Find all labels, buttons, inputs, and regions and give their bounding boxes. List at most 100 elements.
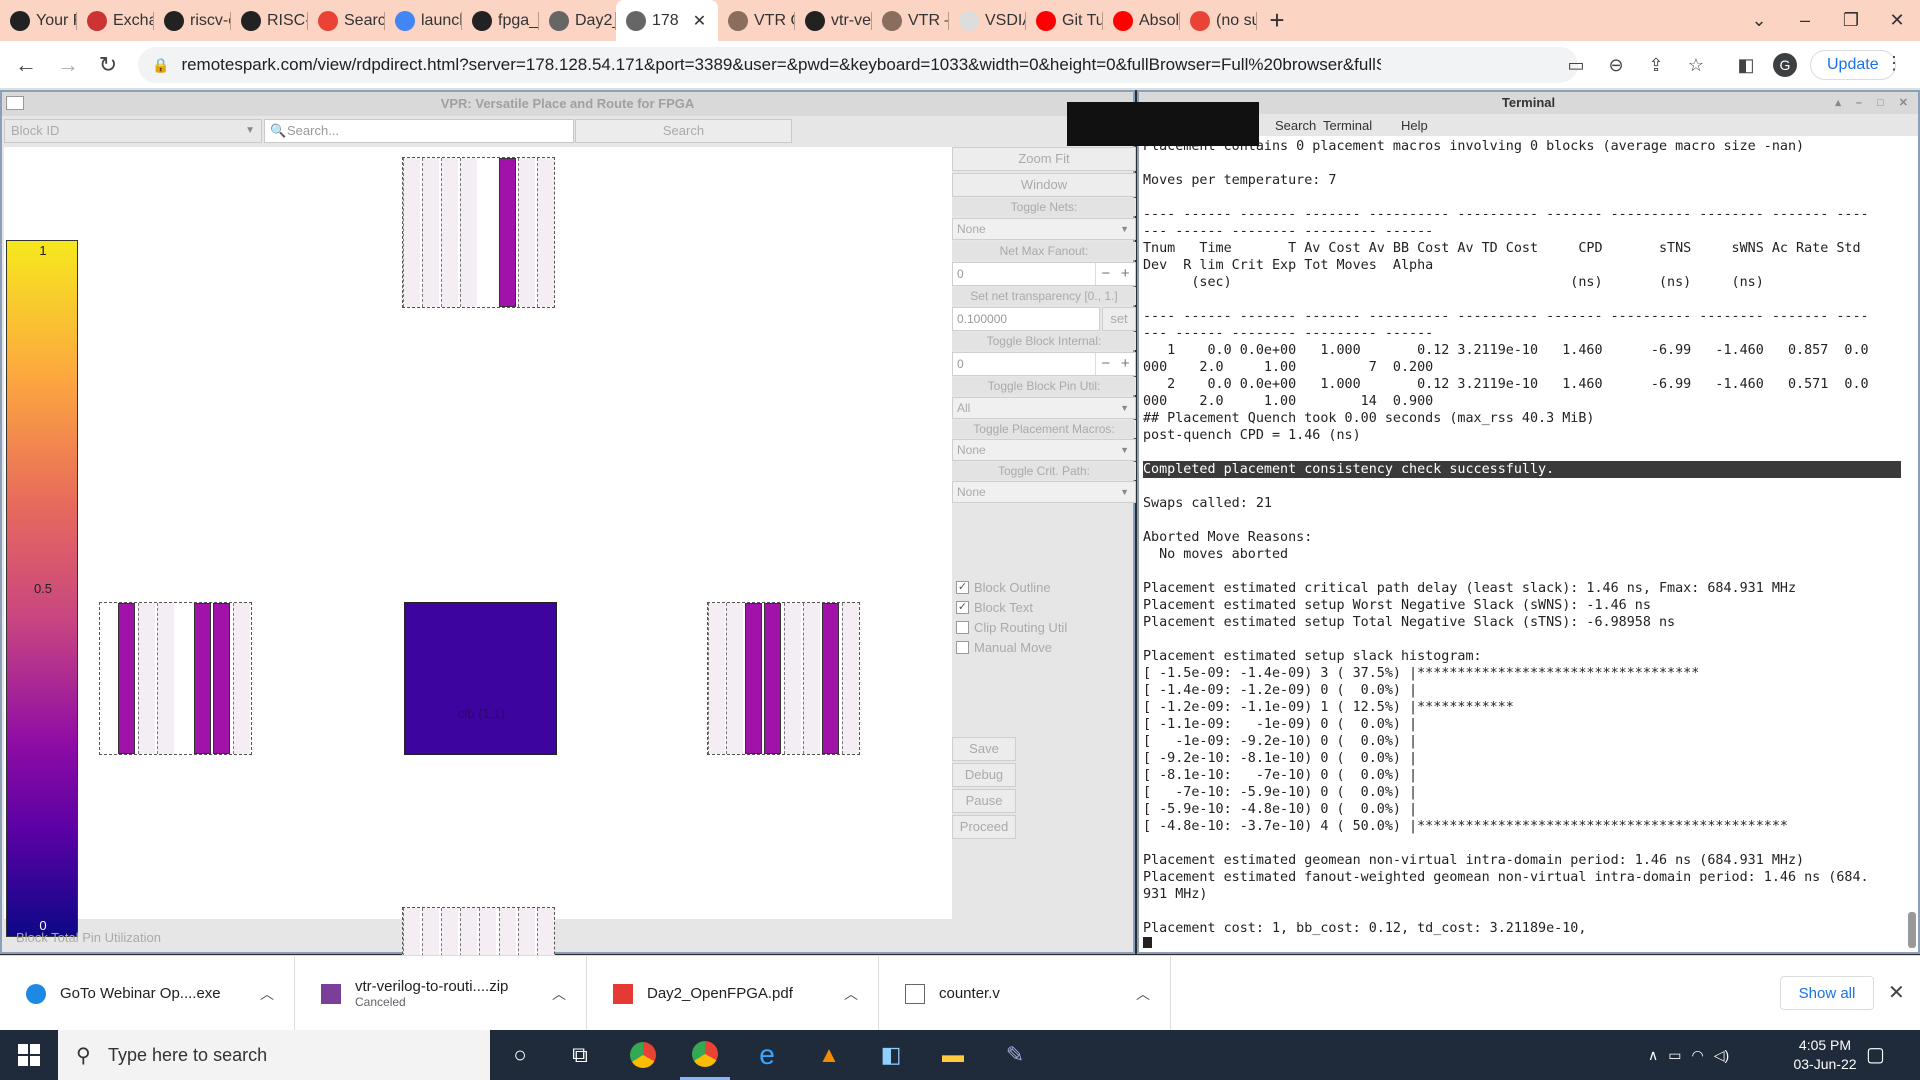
download-item[interactable]: Day2_OpenFPGA.pdf ︿ <box>587 956 879 1031</box>
io-block-left[interactable] <box>99 602 252 755</box>
set-button[interactable]: set <box>1102 307 1136 331</box>
back-icon[interactable]: ← <box>15 52 37 77</box>
block-text-checkbox[interactable]: ✓ Block Text <box>956 600 1033 615</box>
lock-icon[interactable]: 🔒 <box>152 56 170 73</box>
chrome-profile-icon[interactable] <box>680 1030 730 1080</box>
chevron-up-icon[interactable]: ︿ <box>1136 985 1150 1002</box>
notifications-icon[interactable]: ▢ <box>1866 1044 1885 1066</box>
chevron-up-icon[interactable]: ︿ <box>844 985 858 1002</box>
browser-tab[interactable]: VTR — <box>872 0 949 41</box>
new-tab-icon[interactable]: + <box>1269 5 1285 35</box>
manual-move-checkbox[interactable]: Manual Move <box>956 640 1052 655</box>
browser-tab[interactable]: launch <box>385 0 462 41</box>
forward-icon[interactable]: → <box>57 52 79 77</box>
close-tab-icon[interactable]: ✕ <box>692 12 707 30</box>
vlc-icon[interactable]: ▲ <box>818 1042 840 1067</box>
browser-tab[interactable]: Your Re <box>0 0 77 41</box>
browser-tab[interactable]: riscv-cp <box>154 0 231 41</box>
menu-search[interactable]: Search <box>1275 118 1317 133</box>
block-id-dropdown[interactable]: Block ID ▼ <box>4 119 262 143</box>
clock[interactable]: 4:05 PM 03-Jun-22 <box>1780 1036 1870 1074</box>
share-icon[interactable]: ⇪ <box>1648 54 1664 75</box>
menu-help[interactable]: Help <box>1401 118 1428 133</box>
plus-icon[interactable]: + <box>1120 265 1130 282</box>
block-internal-stepper[interactable]: 0 − + <box>952 352 1136 376</box>
io-block-right[interactable] <box>707 602 860 755</box>
tab-search-icon[interactable]: ⌄ <box>1751 10 1767 30</box>
cortana-icon[interactable]: ○ <box>513 1042 527 1067</box>
browser-tab[interactable]: Search <box>308 0 385 41</box>
browser-tab[interactable]: fpga_w <box>462 0 539 41</box>
update-button[interactable]: Update <box>1810 50 1896 80</box>
search-button[interactable]: Search <box>575 119 792 143</box>
toggle-nets-dropdown[interactable]: None ▼ <box>952 218 1136 240</box>
minus-icon[interactable]: − <box>1101 355 1111 372</box>
browser-tab[interactable]: RISC-V <box>231 0 308 41</box>
browser-tab[interactable]: Day2_C <box>539 0 616 41</box>
zoom-icon[interactable]: ⊖ <box>1608 54 1624 75</box>
download-item[interactable]: GoTo Webinar Op....exe ︿ <box>0 956 295 1031</box>
browser-tab[interactable]: Git Tut <box>1026 0 1103 41</box>
chevron-up-icon[interactable]: ︿ <box>552 985 566 1002</box>
pause-button[interactable]: Pause <box>952 789 1016 813</box>
chrome-icon[interactable] <box>618 1030 668 1080</box>
file-explorer-icon[interactable]: ▬ <box>942 1042 964 1067</box>
side-panel-icon[interactable]: ◧ <box>1737 54 1755 75</box>
menu-icon[interactable]: ⋮ <box>1885 53 1903 73</box>
address-bar[interactable]: 🔒 remotespark.com/view/rdpdirect.html?se… <box>138 47 1578 83</box>
menu-terminal[interactable]: Terminal <box>1323 118 1373 133</box>
windows-start-icon[interactable] <box>0 1030 58 1080</box>
clb-block[interactable]: clb (1,1) <box>404 602 557 755</box>
plus-icon[interactable]: + <box>1120 355 1130 372</box>
paint-icon[interactable]: ✎ <box>1005 1042 1025 1067</box>
browser-tab[interactable]: vtr-veri <box>795 0 872 41</box>
browser-tab[interactable]: (no sub <box>1180 0 1257 41</box>
placement-macros-dropdown[interactable]: None ▼ <box>952 439 1136 461</box>
chevron-up-icon[interactable]: ︿ <box>260 985 274 1002</box>
block-pin-util-dropdown[interactable]: All ▼ <box>952 397 1136 419</box>
io-block-top[interactable] <box>402 157 555 308</box>
browser-tab[interactable]: VTR Qu <box>718 0 795 41</box>
window-controls-icon[interactable]: ▴ – □ ✕ <box>1835 97 1914 109</box>
fpga-canvas[interactable]: 1 0.5 0 <box>4 147 952 1058</box>
edge-icon[interactable]: e <box>759 1039 775 1070</box>
reload-icon[interactable]: ↻ <box>98 52 118 77</box>
close-icon[interactable]: ✕ <box>1888 982 1905 1004</box>
chevron-up-icon[interactable]: ∧ <box>1648 1046 1659 1063</box>
volume-icon[interactable]: ◁) <box>1713 1046 1730 1063</box>
install-icon[interactable]: ▭ <box>1567 54 1585 75</box>
taskbar-search-input[interactable]: ⚲ Type here to search <box>58 1030 490 1080</box>
crit-path-dropdown[interactable]: None ▼ <box>952 481 1136 503</box>
proceed-button[interactable]: Proceed <box>952 815 1016 839</box>
browser-tab[interactable]: 178 ✕ <box>616 0 718 41</box>
battery-icon[interactable]: ▭ <box>1668 1046 1682 1063</box>
profile-avatar[interactable]: G <box>1773 53 1797 77</box>
browser-tab[interactable]: Absolu <box>1103 0 1180 41</box>
download-item[interactable]: counter.v ︿ <box>879 956 1171 1031</box>
search-input[interactable]: 🔍 Search... <box>264 119 574 143</box>
task-view-icon[interactable]: ⧉ <box>572 1042 588 1067</box>
browser-tab[interactable]: VSDIAT <box>949 0 1026 41</box>
notepad-icon[interactable]: ◧ <box>880 1042 902 1067</box>
minus-icon[interactable]: − <box>1101 265 1111 282</box>
show-all-button[interactable]: Show all <box>1780 976 1874 1010</box>
terminal-scrollbar[interactable] <box>1908 912 1916 948</box>
wifi-icon[interactable]: ◠ <box>1691 1046 1704 1063</box>
debug-button[interactable]: Debug <box>952 763 1016 787</box>
close-window-icon[interactable]: ✕ <box>1889 10 1905 30</box>
zoom-fit-button[interactable]: Zoom Fit <box>952 147 1136 171</box>
browser-tab[interactable]: Exchan <box>77 0 154 41</box>
block-outline-checkbox[interactable]: ✓ Block Outline <box>956 580 1051 595</box>
net-max-fanout-stepper[interactable]: 0 − + <box>952 262 1136 286</box>
save-button[interactable]: Save <box>952 737 1016 761</box>
bookmark-star-icon[interactable]: ☆ <box>1687 54 1705 75</box>
vpr-title-bar[interactable]: VPR: Versatile Place and Route for FPGA <box>2 92 1133 116</box>
transparency-input[interactable]: 0.100000 <box>952 307 1100 331</box>
restore-icon[interactable]: ❐ <box>1842 10 1860 30</box>
download-item[interactable]: vtr-verilog-to-routi....zip Canceled ︿ <box>295 956 587 1031</box>
terminal-output[interactable]: Placement contains 0 placement macros in… <box>1143 138 1903 948</box>
clip-routing-util-checkbox[interactable]: Clip Routing Util <box>956 620 1067 635</box>
terminal-title-bar[interactable]: Terminal ▴ – □ ✕ <box>1139 92 1918 114</box>
window-button[interactable]: Window <box>952 173 1136 197</box>
minimize-icon[interactable]: – <box>1799 10 1810 30</box>
